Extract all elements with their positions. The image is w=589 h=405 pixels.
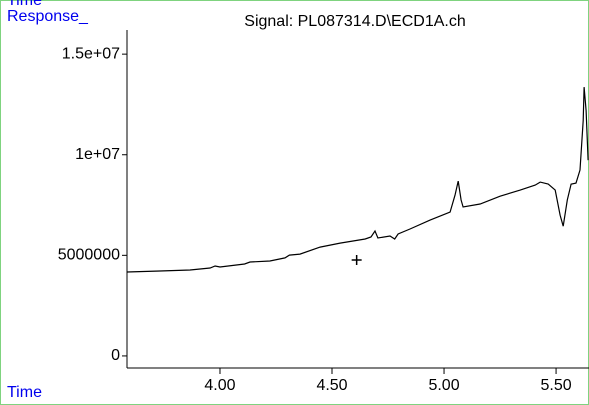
x-tick-label: 4.50 [316, 377, 347, 394]
x-tick-label: 4.00 [204, 377, 235, 394]
header-label: Time [7, 0, 42, 9]
x-tick-label: 5.00 [428, 377, 459, 394]
y-axis-label: Response_ [7, 8, 89, 25]
signal-line [127, 87, 589, 273]
x-tick-label: 5.50 [540, 377, 571, 394]
y-tick-label: 1.5e+07 [62, 45, 120, 62]
y-tick-label: 0 [111, 347, 120, 364]
x-axis-label: Time [7, 384, 42, 401]
y-tick-label: 1e+07 [75, 146, 120, 163]
chart-title: Signal: PL087314.D\ECD1A.ch [244, 13, 465, 30]
cursor-marker [351, 254, 362, 265]
y-tick-label: 5000000 [58, 247, 120, 264]
